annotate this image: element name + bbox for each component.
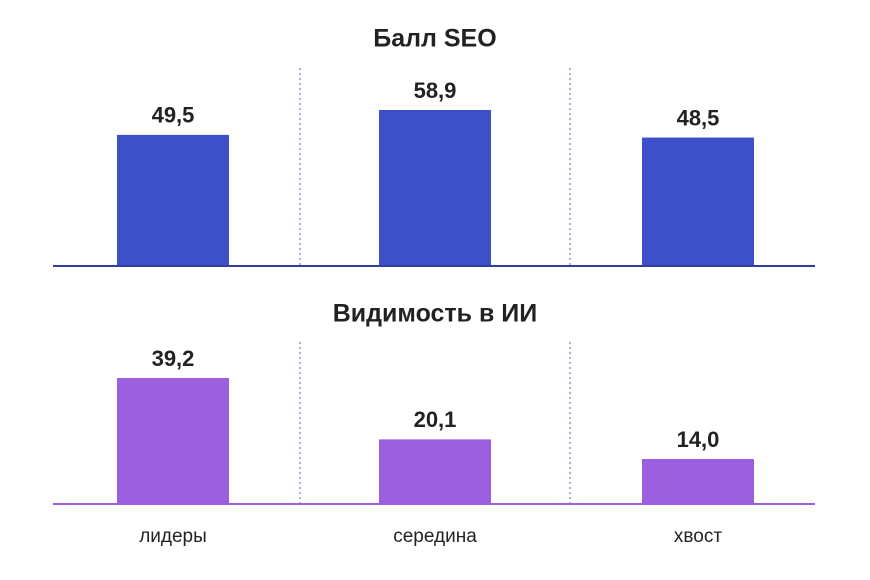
- value-label: 58,9: [414, 78, 457, 103]
- bar: [379, 110, 491, 266]
- value-label: 48,5: [677, 105, 720, 130]
- value-label: 14,0: [677, 427, 720, 452]
- x-tick-label: лидеры: [139, 526, 207, 547]
- x-tick-label: середина: [393, 526, 477, 547]
- bar: [642, 137, 754, 266]
- bar: [379, 439, 491, 504]
- bar: [642, 459, 754, 504]
- x-tick-label: хвост: [674, 526, 722, 547]
- value-label: 39,2: [152, 346, 195, 371]
- bar: [117, 378, 229, 504]
- chart-title: Балл SEO: [373, 25, 496, 53]
- value-label: 20,1: [414, 407, 457, 432]
- chart-title: Видимость в ИИ: [333, 300, 537, 328]
- value-label: 49,5: [152, 103, 195, 128]
- bar: [117, 134, 229, 266]
